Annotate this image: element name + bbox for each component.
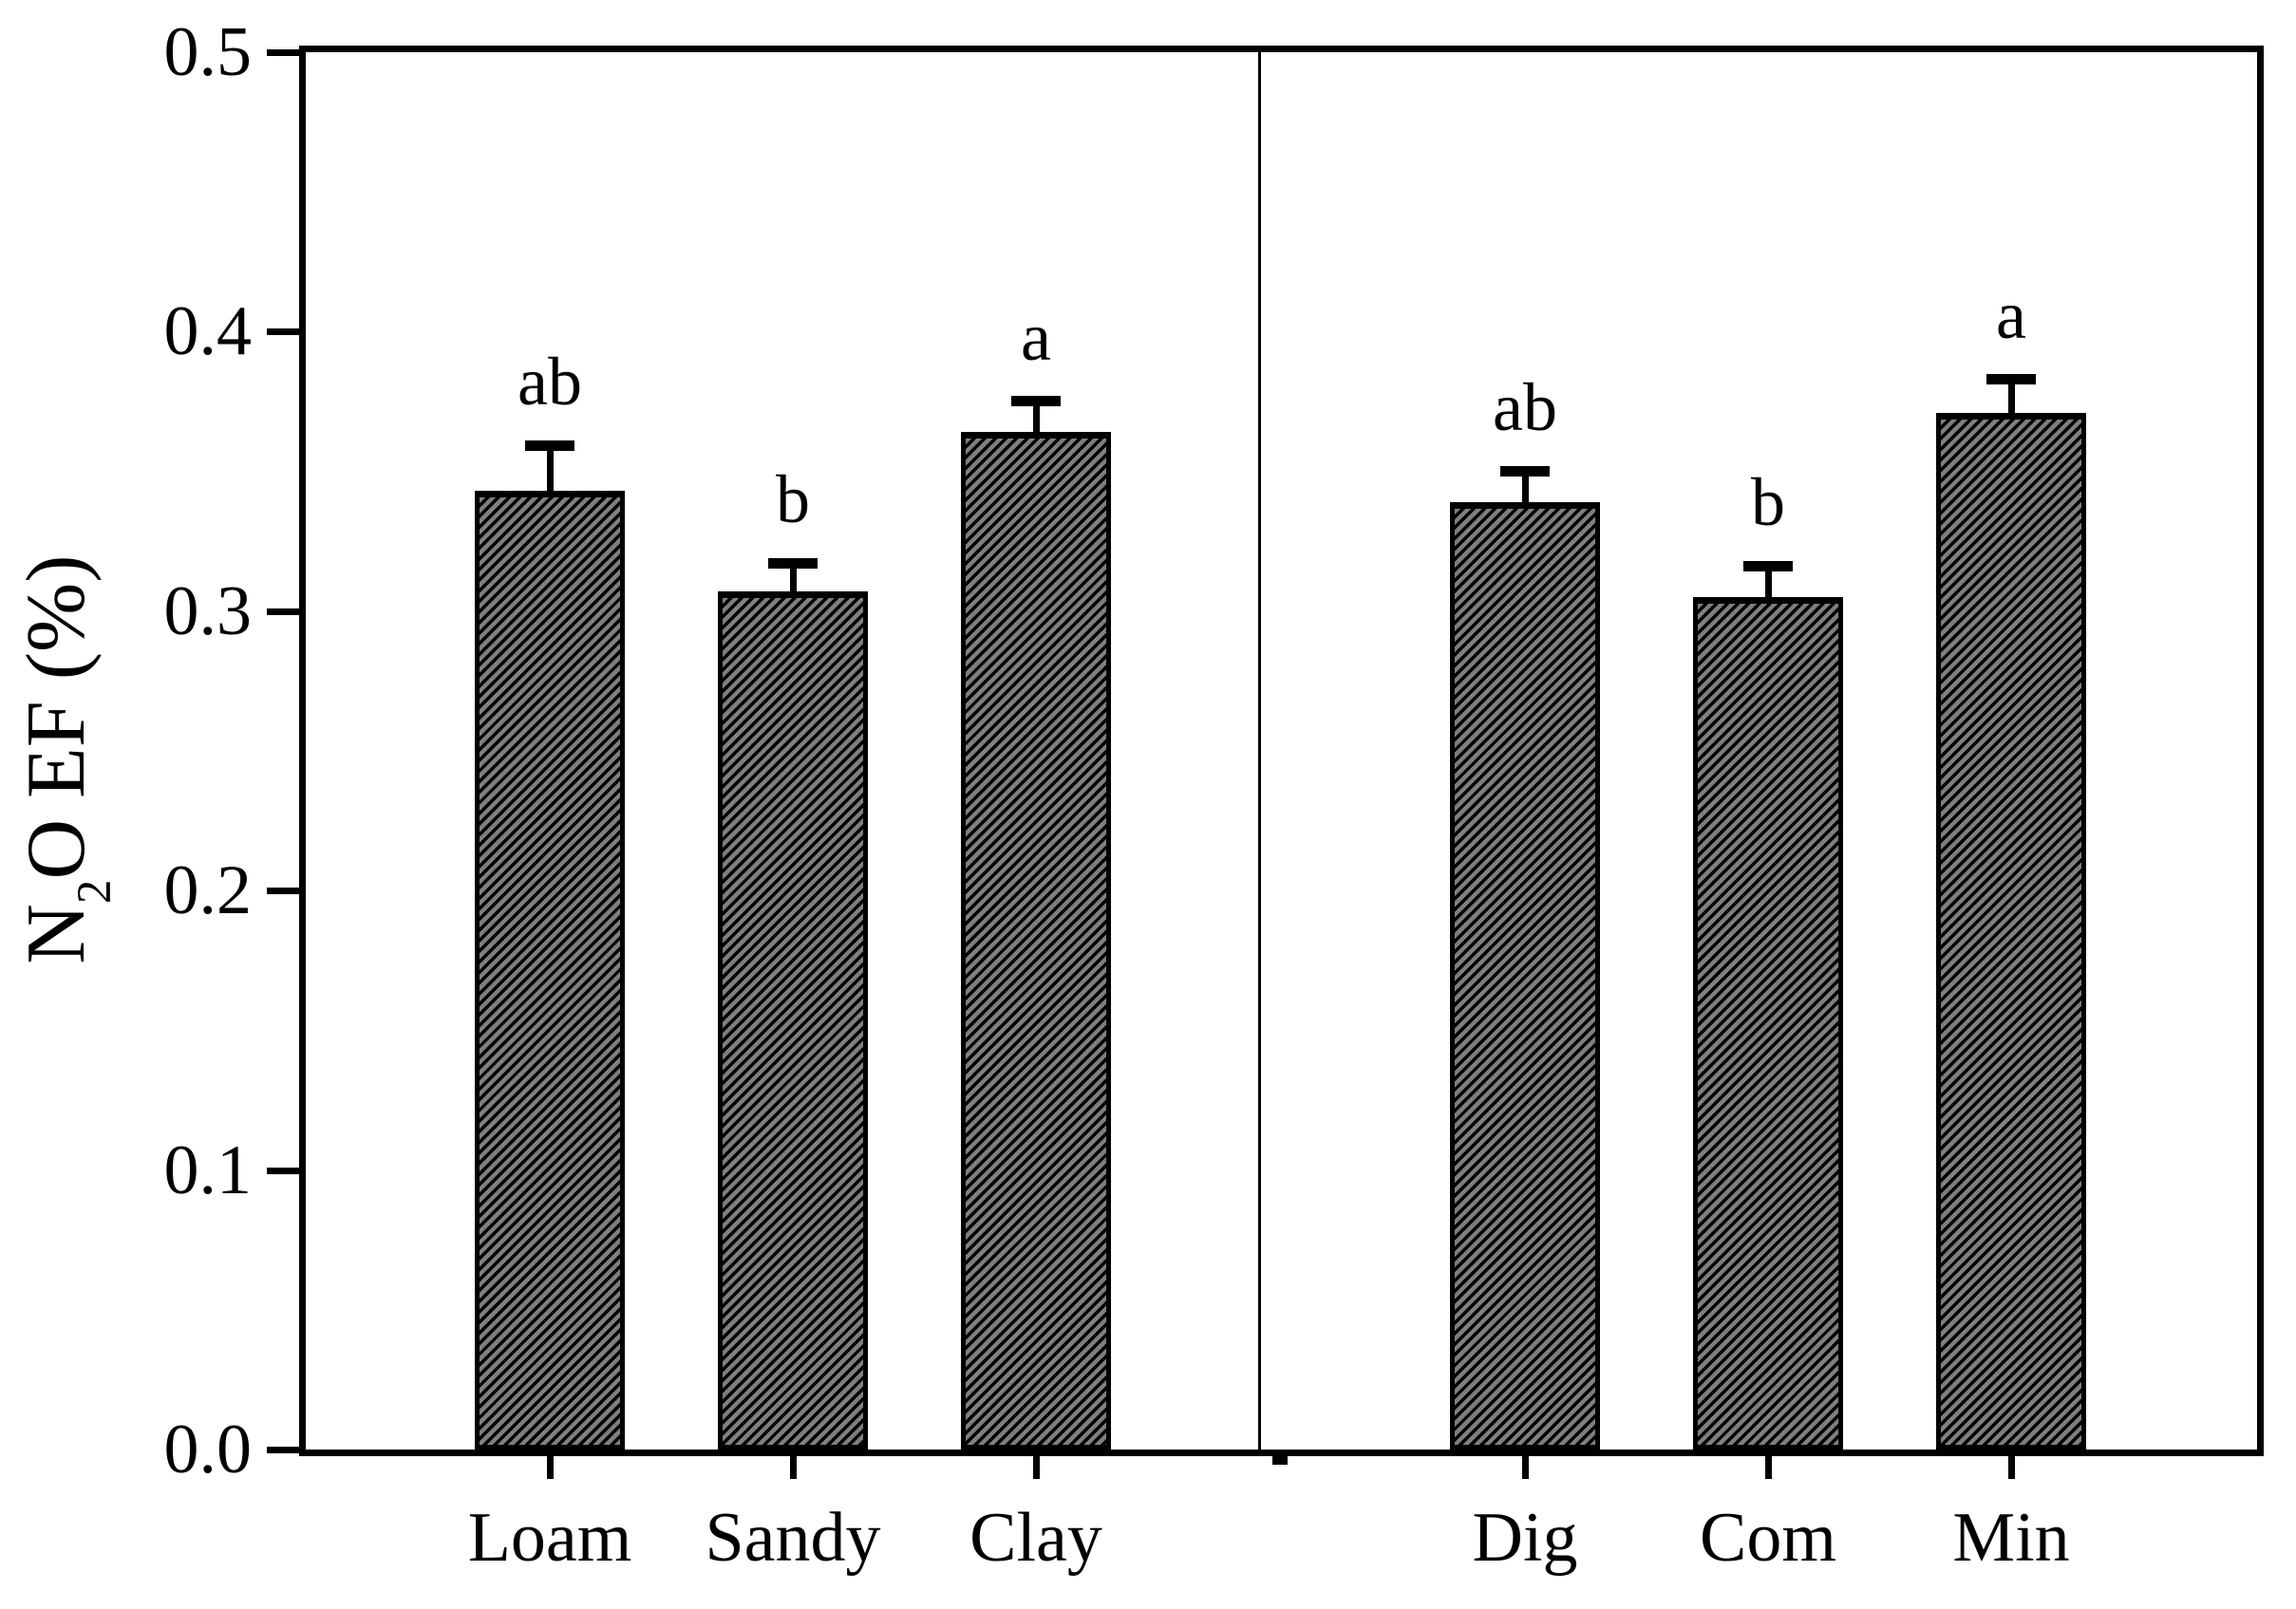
error-bar-stem-sandy (790, 568, 797, 592)
sig-letter-sandy: b (776, 461, 810, 537)
error-bar-cap-clay (1011, 396, 1061, 406)
x-label-com: Com (1700, 1499, 1836, 1577)
y-tick-label: 0.2 (163, 851, 253, 930)
error-bar-cap-sandy (768, 558, 818, 569)
error-bar-cap-min (1986, 374, 2036, 384)
error-bar-stem-clay (1033, 405, 1040, 432)
sig-letter-clay: a (1021, 299, 1051, 375)
y-axis-tick (267, 608, 299, 615)
y-axis-title: N2O EF (%) (5, 285, 122, 1234)
x-label-min: Min (1952, 1499, 2070, 1577)
sig-letter-min: a (1996, 277, 2026, 353)
sig-letter-dig: ab (1493, 369, 1557, 445)
x-label-clay: Clay (969, 1499, 1102, 1577)
bar-min (1936, 413, 2086, 1450)
x-label-dig: Dig (1472, 1499, 1578, 1577)
error-bar-stem-dig (1522, 476, 1529, 503)
y-axis-tick (267, 888, 299, 895)
y-tick-label: 0.3 (163, 571, 253, 650)
y-tick-label: 0.1 (163, 1131, 253, 1209)
x-axis-tick-loam (547, 1456, 554, 1479)
group-divider-line (1258, 52, 1261, 1450)
error-bar-stem-com (1765, 571, 1772, 598)
x-axis-center-minor-tick (1272, 1456, 1288, 1465)
error-bar-cap-dig (1500, 466, 1550, 477)
sig-letter-com: b (1751, 464, 1785, 540)
error-bar-stem-loam (547, 450, 554, 491)
bar-dig (1450, 502, 1600, 1450)
x-axis-tick-min (2008, 1456, 2015, 1479)
x-axis-tick-com (1765, 1456, 1772, 1479)
error-bar-cap-loam (525, 440, 574, 451)
bar-clay (961, 432, 1111, 1450)
x-axis-tick-dig (1522, 1456, 1529, 1479)
x-axis-tick-sandy (790, 1456, 797, 1479)
y-axis-tick (267, 1167, 299, 1174)
bar-sandy (718, 591, 868, 1450)
x-label-loam: Loam (467, 1499, 632, 1577)
x-label-sandy: Sandy (705, 1499, 881, 1577)
y-axis-tick (267, 1447, 299, 1453)
bar-loam (475, 491, 625, 1450)
y-tick-label: 0.0 (163, 1411, 253, 1488)
y-axis-tick (267, 328, 299, 336)
y-axis-tick (267, 49, 299, 56)
sig-letter-loam: ab (518, 344, 582, 420)
x-axis-tick-clay (1033, 1456, 1040, 1479)
bar-com (1693, 597, 1843, 1450)
y-tick-label: 0.4 (163, 292, 253, 371)
error-bar-stem-min (2008, 384, 2015, 414)
error-bar-cap-com (1743, 561, 1793, 571)
y-tick-label: 0.5 (163, 13, 253, 91)
